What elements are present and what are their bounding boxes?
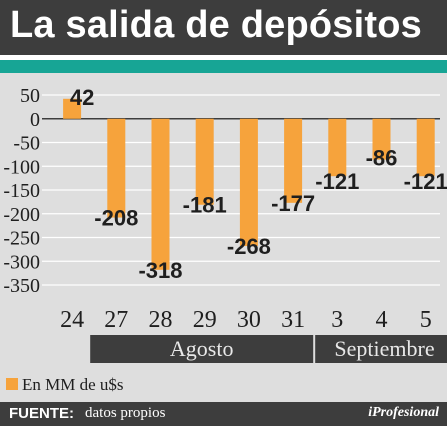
source-text: datos propios [85,405,166,421]
x-tick-label: 29 [193,307,217,333]
y-tick-label: -300 [3,251,40,273]
month-label: Agosto [170,336,234,361]
y-tick-label: 50 [20,85,40,107]
x-tick-label: 24 [60,307,84,333]
bar [284,118,303,203]
bars [63,98,435,270]
legend: En MM de u$s [6,375,124,394]
month-group-bar [315,335,447,363]
data-label: -86 [366,146,398,171]
x-tick-label: 4 [376,307,388,333]
legend-label: En MM de u$s [22,375,124,394]
y-tick-label: -200 [3,204,40,226]
month-group-bar [90,335,314,363]
data-label: -181 [183,193,227,218]
data-label: 42 [70,85,94,110]
accent-stripe [0,60,447,73]
bar [239,118,258,247]
data-label: -121 [315,169,359,194]
data-label: -177 [271,191,315,216]
x-tick-label: 27 [104,307,128,333]
data-label: -318 [138,258,182,283]
y-tick-label: -150 [3,180,40,202]
x-axis-categories: 24 27 28 29 30 31 3 4 5 [60,307,432,333]
title-bar: La salida de depósitos [0,0,447,55]
month-label: Septiembre [334,336,434,361]
bar [195,118,214,205]
data-label: -121 [404,169,447,194]
y-tick-label: -50 [13,133,40,155]
y-tick-label: -250 [3,228,40,250]
y-tick-label: -100 [3,156,40,178]
x-tick-label: 5 [420,307,432,333]
brand-logo: iProfesional [368,405,439,420]
x-tick-label: 3 [331,307,343,333]
footer-bar: FUENTE: datos propios iProfesional [0,402,447,426]
bar [63,98,82,119]
month-groups: Agosto Septiembre [90,335,447,363]
data-label: -268 [227,234,271,259]
bar [151,118,170,270]
legend-swatch [6,378,18,390]
bar [372,118,391,160]
page-title: La salida de depósitos [10,4,422,46]
x-tick-label: 30 [237,307,261,333]
y-axis-ticks: 500-50-100-150-200-250-300-350 [3,85,40,297]
bar [416,118,435,177]
data-labels: 42-208-318-181-268-177-121-86-121 [70,85,447,283]
x-tick-label: 28 [149,307,173,333]
y-tick-label: -350 [3,275,40,297]
bar [107,118,126,218]
y-tick-label: 0 [30,109,40,131]
data-label: -208 [94,206,138,231]
source-label: FUENTE: [9,405,74,422]
x-tick-label: 31 [281,307,305,333]
bar-chart: 500-50-100-150-200-250-300-350 42 -208 -31… [3,85,447,394]
bar [328,118,347,177]
